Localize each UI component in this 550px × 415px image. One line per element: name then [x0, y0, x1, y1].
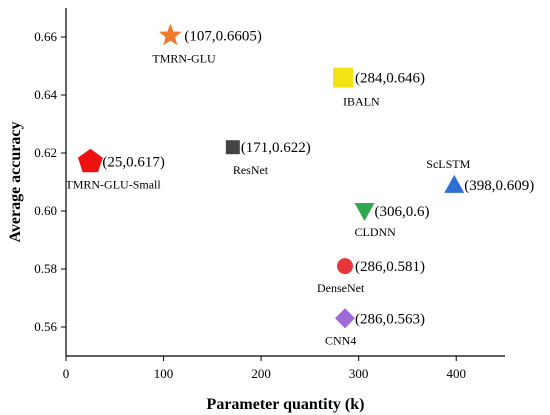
point-resnet-name-label: ResNet — [233, 163, 269, 177]
point-cldnn-value-label: (306,0.6) — [375, 204, 430, 220]
point-cldnn-name-label: CLDNN — [355, 225, 397, 239]
point-cnn4-value-label: (286,0.563) — [355, 311, 425, 327]
y-tick-label: 0.62 — [34, 145, 57, 160]
x-tick-label: 400 — [446, 366, 466, 381]
y-tick-label: 0.64 — [34, 87, 57, 102]
point-cnn4-name-label: CNN4 — [325, 333, 356, 347]
point-tmrn-glu-name-label: TMRN-GLU — [152, 52, 216, 66]
point-cldnn-marker — [354, 203, 375, 221]
point-tmrn-glu-small-value-label: (25,0.617) — [102, 155, 165, 171]
axis-ticks: 0 100 200 300 400 0.56 0.58 0.60 0.62 0.64 0.66 — [34, 29, 466, 381]
y-tick-label: 0.58 — [34, 261, 57, 276]
x-tick-label: 300 — [349, 366, 369, 381]
point-cnn4-marker — [335, 308, 356, 329]
x-tick-label: 0 — [63, 366, 70, 381]
point-resnet-value-label: (171,0.622) — [241, 140, 311, 156]
point-ibaln-value-label: (284,0.646) — [355, 71, 425, 87]
y-tick-label: 0.56 — [34, 319, 57, 334]
y-axis-title: Average accuracy — [7, 122, 24, 243]
point-sclstm-marker — [444, 174, 465, 193]
y-tick-label: 0.66 — [34, 29, 57, 44]
point-tmrn-glu-value-label: (107,0.6605) — [184, 29, 262, 45]
point-sclstm-name-label: ScLSTM — [426, 157, 470, 171]
x-axis-title: Parameter quantity (k) — [207, 396, 365, 413]
point-tmrn-glu-marker — [159, 23, 182, 46]
point-tmrn-glu-small-marker — [78, 148, 103, 173]
point-densenet-name-label: DenseNet — [317, 281, 365, 295]
point-resnet-marker — [225, 140, 240, 155]
point-densenet-marker — [337, 258, 354, 275]
x-tick-label: 100 — [154, 366, 174, 381]
point-ibaln-marker — [333, 67, 354, 88]
point-densenet-value-label: (286,0.581) — [355, 259, 425, 275]
point-sclstm-value-label: (398,0.609) — [464, 178, 534, 194]
point-ibaln-name-label: IBALN — [343, 95, 380, 109]
x-tick-label: 200 — [251, 366, 271, 381]
data-points: (107,0.6605) TMRN-GLU (284,0.646) IBALN (25,… — [65, 23, 534, 347]
point-tmrn-glu-small-name-label: TMRN-GLU-Small — [65, 178, 161, 192]
axes — [65, 8, 505, 357]
y-tick-label: 0.60 — [34, 203, 57, 218]
